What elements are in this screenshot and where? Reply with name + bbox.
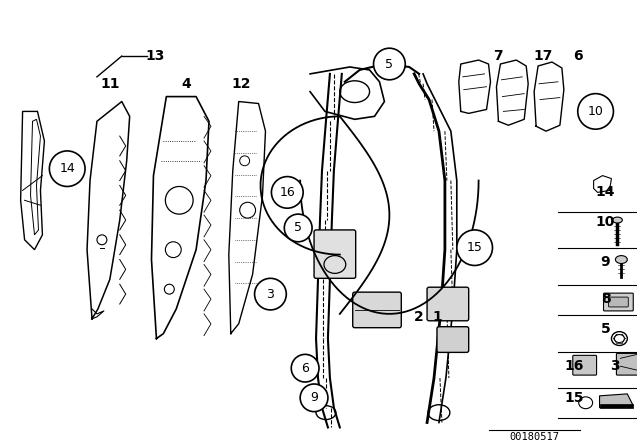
FancyBboxPatch shape <box>427 287 468 321</box>
FancyBboxPatch shape <box>353 292 401 327</box>
Circle shape <box>271 177 303 208</box>
Text: 00180517: 00180517 <box>509 432 559 442</box>
Circle shape <box>49 151 85 186</box>
Text: 10: 10 <box>596 215 615 229</box>
Text: 14: 14 <box>596 185 615 199</box>
Text: 10: 10 <box>588 105 604 118</box>
Text: 16: 16 <box>280 186 295 199</box>
Circle shape <box>300 384 328 412</box>
FancyBboxPatch shape <box>437 327 468 353</box>
Ellipse shape <box>616 256 627 263</box>
Text: 3: 3 <box>266 288 275 301</box>
Text: 5: 5 <box>294 221 302 234</box>
Polygon shape <box>600 404 633 408</box>
Text: 6: 6 <box>573 49 582 63</box>
Text: 5: 5 <box>600 322 611 336</box>
Text: 1: 1 <box>432 310 442 324</box>
FancyBboxPatch shape <box>609 297 628 307</box>
Circle shape <box>255 278 286 310</box>
Text: 3: 3 <box>611 359 620 373</box>
Text: 12: 12 <box>231 77 250 91</box>
Text: 13: 13 <box>146 49 165 63</box>
Text: 8: 8 <box>600 292 611 306</box>
Text: 7: 7 <box>493 49 503 63</box>
Text: 6: 6 <box>301 362 309 375</box>
Text: 2: 2 <box>414 310 424 324</box>
Circle shape <box>578 94 613 129</box>
FancyBboxPatch shape <box>616 353 640 375</box>
Circle shape <box>291 354 319 382</box>
Text: 5: 5 <box>385 57 394 70</box>
FancyBboxPatch shape <box>314 230 356 278</box>
Text: 14: 14 <box>60 162 75 175</box>
Polygon shape <box>600 394 633 408</box>
FancyBboxPatch shape <box>604 293 633 311</box>
Circle shape <box>284 214 312 242</box>
Ellipse shape <box>612 217 622 223</box>
Circle shape <box>457 230 493 266</box>
Text: 15: 15 <box>467 241 483 254</box>
Text: 17: 17 <box>533 49 553 63</box>
Text: 11: 11 <box>100 77 120 91</box>
Text: 9: 9 <box>601 254 611 268</box>
FancyBboxPatch shape <box>573 355 596 375</box>
Circle shape <box>374 48 405 80</box>
Text: 4: 4 <box>181 77 191 91</box>
Text: 15: 15 <box>564 391 584 405</box>
Text: 9: 9 <box>310 391 318 404</box>
Text: 16: 16 <box>564 359 584 373</box>
